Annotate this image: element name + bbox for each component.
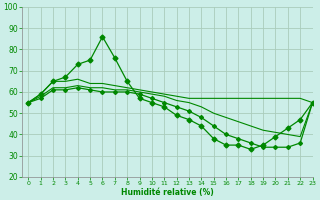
X-axis label: Humidité relative (%): Humidité relative (%) [121, 188, 214, 197]
